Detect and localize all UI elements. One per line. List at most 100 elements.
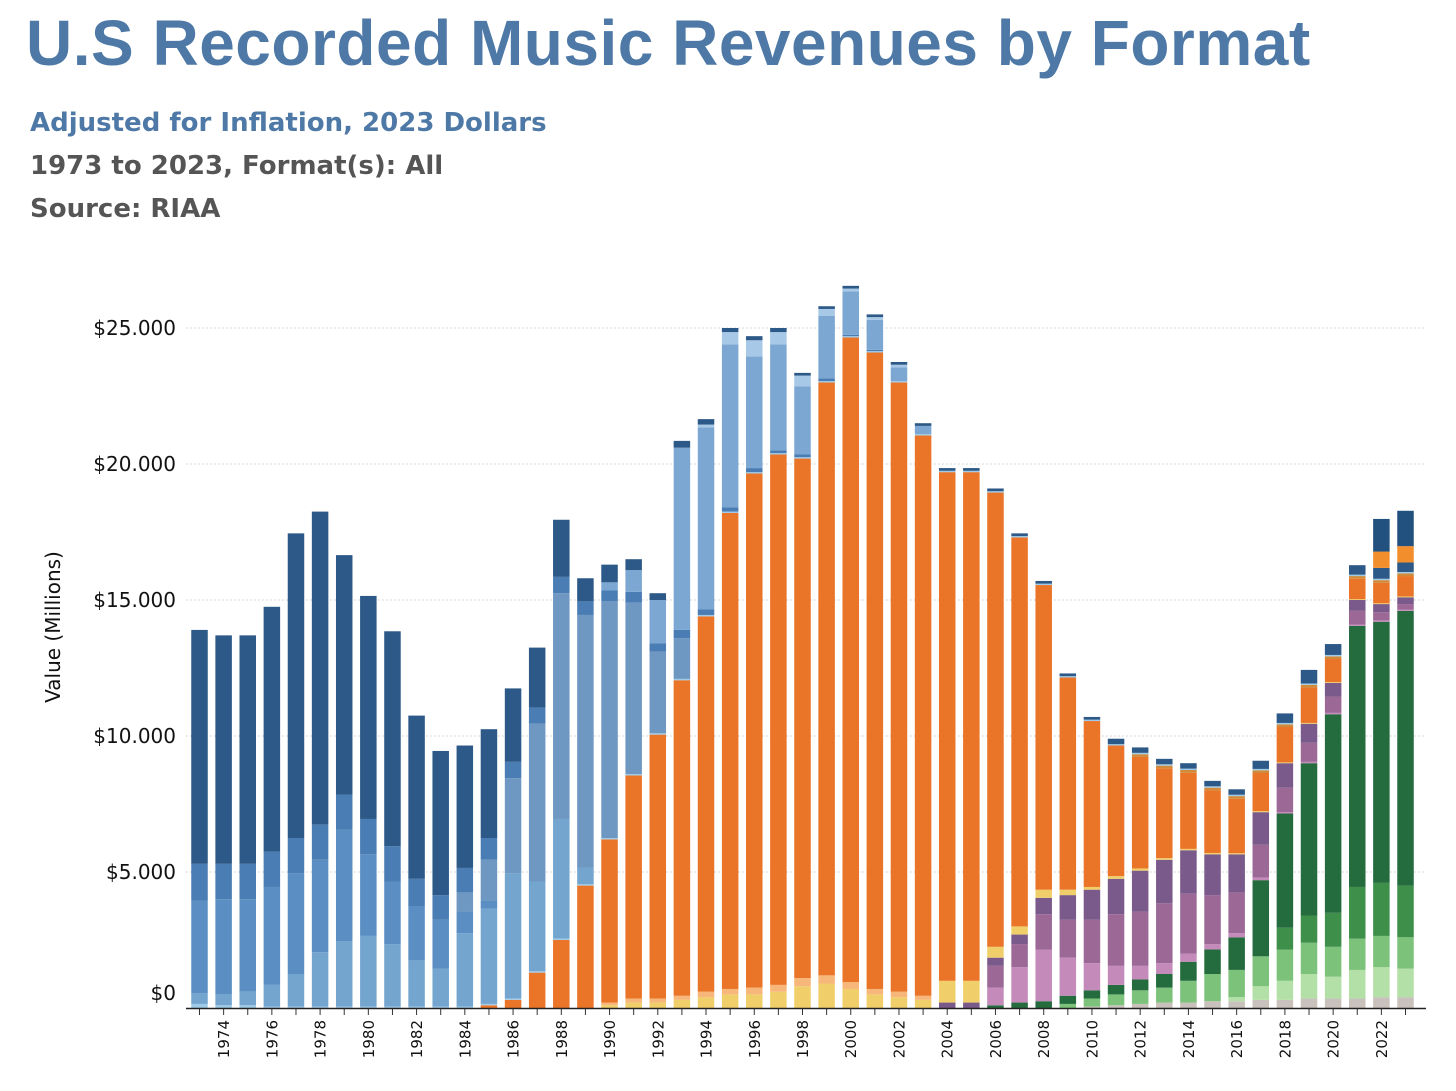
bar-stack bbox=[1107, 738, 1125, 1008]
bar-segment bbox=[432, 750, 449, 896]
bar-segment bbox=[794, 986, 811, 1008]
bar-segment bbox=[818, 378, 835, 382]
bar-segment bbox=[528, 972, 546, 1008]
bar-segment bbox=[1131, 965, 1149, 980]
bar-segment bbox=[528, 647, 546, 708]
bar-segment bbox=[263, 851, 281, 887]
bar-stack bbox=[1324, 644, 1342, 1008]
bar-segment bbox=[263, 606, 281, 852]
bar-stack bbox=[890, 362, 908, 1008]
bar-segment bbox=[215, 899, 232, 995]
x-tick-label: 1994 bbox=[698, 1020, 716, 1058]
bar-segment bbox=[1252, 772, 1270, 812]
bar-segment bbox=[914, 995, 932, 1000]
bar-segment bbox=[191, 900, 208, 994]
bar-stack bbox=[963, 468, 980, 1008]
bar-stack bbox=[1035, 580, 1052, 1008]
bar-segment bbox=[1083, 919, 1101, 964]
bar-segment bbox=[1035, 583, 1052, 586]
bar-segment bbox=[528, 707, 546, 724]
bar-segment bbox=[1228, 933, 1245, 938]
bar-segment bbox=[1324, 976, 1342, 999]
bar-segment bbox=[794, 386, 811, 455]
bar-segment bbox=[1300, 687, 1318, 723]
bar-stack bbox=[601, 564, 618, 1008]
bar-segment bbox=[649, 593, 667, 600]
bar-segment bbox=[1349, 938, 1366, 970]
bar-segment bbox=[553, 818, 570, 939]
bar-segment bbox=[1083, 721, 1101, 887]
bar-stack bbox=[721, 328, 739, 1008]
bar-segment bbox=[987, 946, 1004, 958]
bar-segment bbox=[1156, 963, 1173, 974]
bar-segment bbox=[1397, 576, 1414, 597]
bar-segment bbox=[649, 643, 667, 652]
bar-segment bbox=[335, 794, 353, 830]
bar-segment bbox=[1107, 878, 1125, 915]
bar-segment bbox=[553, 940, 570, 1008]
bar-stack bbox=[456, 745, 474, 1008]
bar-stack bbox=[914, 423, 932, 1008]
bar-segment bbox=[818, 382, 835, 976]
x-tick-label: 2008 bbox=[1035, 1020, 1053, 1058]
bar-segment bbox=[1011, 536, 1028, 538]
bar-segment bbox=[456, 1006, 474, 1008]
bar-segment bbox=[914, 435, 932, 996]
bar-stack bbox=[360, 595, 377, 1008]
bar-segment bbox=[649, 651, 667, 734]
bar-segment bbox=[1011, 537, 1028, 927]
bar-segment bbox=[721, 994, 739, 1008]
bar-segment bbox=[1276, 727, 1294, 763]
x-tick-label: 1982 bbox=[408, 1020, 426, 1058]
bar-segment bbox=[842, 334, 859, 337]
bar-segment bbox=[866, 352, 884, 989]
bar-segment bbox=[866, 988, 884, 995]
bar-segment bbox=[1011, 533, 1028, 537]
bar-segment bbox=[360, 1006, 377, 1008]
bar-stack bbox=[384, 631, 401, 1008]
bar-segment bbox=[577, 867, 594, 885]
bar-segment bbox=[1131, 990, 1149, 1004]
bar-stack bbox=[818, 306, 835, 1008]
bar-segment bbox=[721, 344, 739, 508]
bar-segment bbox=[1349, 625, 1366, 887]
bar-segment bbox=[1180, 980, 1197, 1003]
bar-segment bbox=[456, 892, 474, 912]
bar-segment bbox=[697, 614, 715, 617]
bar-segment bbox=[601, 839, 618, 1003]
bar-segment bbox=[432, 919, 449, 969]
bar-segment bbox=[384, 1006, 401, 1008]
bar-segment bbox=[1131, 870, 1149, 912]
x-tick-label: 2012 bbox=[1132, 1020, 1150, 1058]
bar-segment bbox=[1252, 844, 1270, 878]
bar-stack bbox=[432, 750, 449, 1008]
bar-segment bbox=[914, 434, 932, 436]
bar-segment bbox=[601, 1005, 618, 1008]
bar-segment bbox=[1228, 794, 1245, 797]
bar-segment bbox=[1252, 811, 1270, 813]
bar-stack bbox=[770, 328, 787, 1008]
subtitle-inflation: Adjusted for Inflation, 2023 Dollars bbox=[30, 108, 547, 138]
bar-segment bbox=[1373, 612, 1390, 621]
bar-segment bbox=[1107, 876, 1125, 879]
bar-segment bbox=[1156, 768, 1173, 859]
bar-segment bbox=[1397, 510, 1414, 547]
bar-segment bbox=[746, 336, 763, 341]
bar-segment bbox=[770, 453, 787, 455]
bar-segment bbox=[938, 470, 956, 473]
bar-segment bbox=[1035, 1001, 1052, 1008]
bar-segment bbox=[1397, 968, 1414, 998]
bar-segment bbox=[866, 349, 884, 352]
bar-segment bbox=[746, 472, 763, 474]
bar-stack bbox=[335, 555, 353, 1008]
bar-segment bbox=[528, 971, 546, 973]
bar-stack bbox=[287, 533, 305, 1008]
bar-segment bbox=[1156, 859, 1173, 904]
bar-segment bbox=[1252, 956, 1270, 987]
bar-segment bbox=[1276, 812, 1294, 814]
bar-segment bbox=[1059, 677, 1077, 890]
bar-stack bbox=[866, 314, 884, 1008]
bar-stack bbox=[1276, 713, 1294, 1008]
bar-segment bbox=[1035, 889, 1052, 898]
